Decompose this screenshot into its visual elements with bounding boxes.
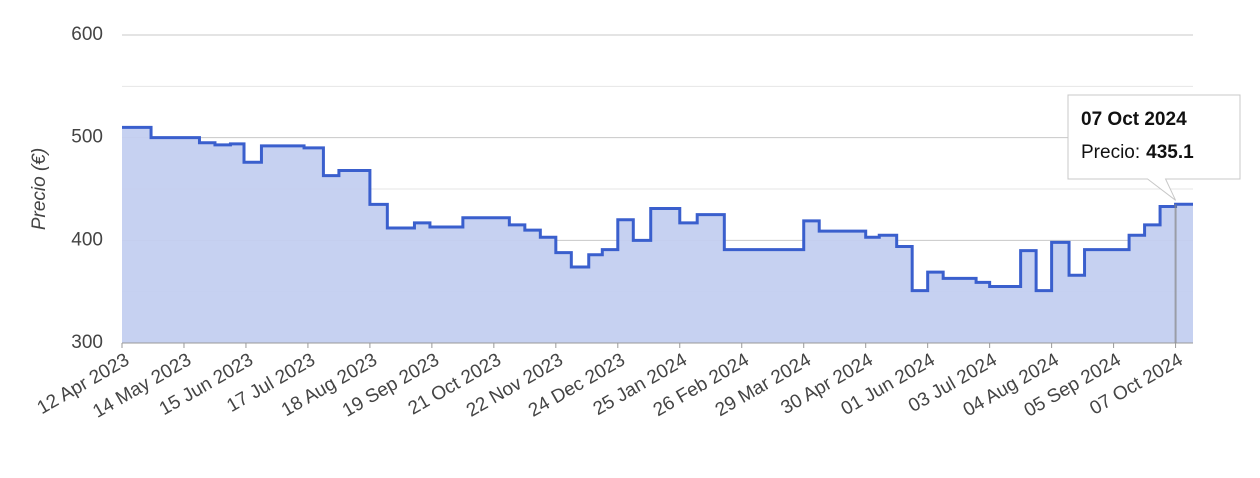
tooltip-body: Precio: 435.1 bbox=[1081, 142, 1194, 163]
y-tick-label: 600 bbox=[71, 24, 103, 45]
tooltip-box bbox=[1067, 94, 1241, 201]
area bbox=[122, 127, 1193, 344]
y-tick-label: 500 bbox=[71, 127, 103, 148]
tooltip-value: 435.1 bbox=[1146, 142, 1194, 163]
y-tick-label: 400 bbox=[71, 229, 103, 250]
tooltip-label: Precio: bbox=[1081, 142, 1140, 163]
tooltip-title: 07 Oct 2024 bbox=[1081, 109, 1187, 130]
y-axis-label: Precio (€) bbox=[29, 148, 50, 230]
line bbox=[122, 125, 1193, 293]
y-tick-label: 300 bbox=[71, 332, 103, 353]
